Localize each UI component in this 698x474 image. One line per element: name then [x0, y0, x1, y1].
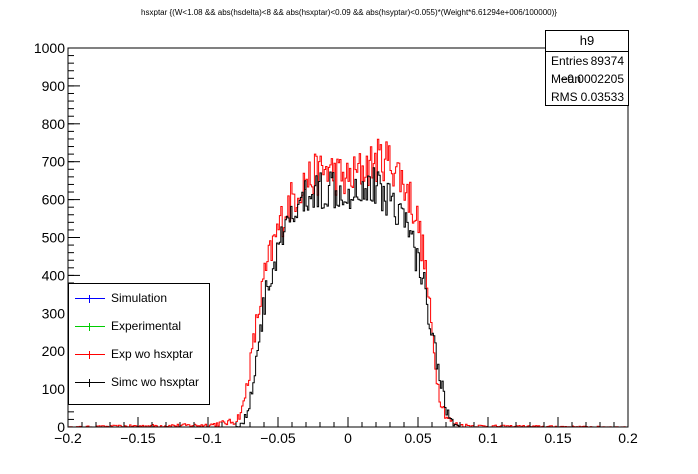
y-tick-label: 700: [42, 154, 66, 170]
x-tick-label: −0.05: [260, 430, 296, 446]
legend-label: Exp wo hsxptar: [111, 347, 194, 361]
x-tick-label: −0.1: [194, 430, 222, 446]
y-tick-label: 800: [42, 116, 66, 132]
stats-rms-value: 0.03533: [580, 90, 624, 104]
legend-item-exp-wo-hsxptar: Exp wo hsxptar: [69, 340, 209, 368]
legend-item-simc-wo-hsxptar: Simc wo hsxptar: [69, 368, 209, 396]
y-tick-label: 300: [42, 305, 66, 321]
legend-label: Simulation: [111, 291, 168, 305]
x-tick-label: 0.1: [478, 430, 498, 446]
legend: Simulation Experimental Exp wo hsxptar S…: [68, 283, 210, 405]
series-simc-wo-hsxptar: [68, 167, 628, 428]
stats-rms-row: RMS 0.03533: [546, 88, 628, 106]
y-tick-label: 500: [42, 230, 66, 246]
y-tick-label: 100: [42, 381, 66, 397]
legend-swatch: [75, 295, 105, 303]
y-tick-label: 0: [57, 419, 65, 435]
legend-label: Simc wo hsxptar: [111, 375, 200, 389]
x-tick-label: 0.2: [618, 430, 638, 446]
stats-mean-label: Mean: [551, 72, 582, 86]
x-tick-label: 0.05: [404, 430, 431, 446]
stats-mean-row: Mean −0.0002205: [546, 70, 628, 88]
stats-entries-label: Entries: [551, 54, 589, 68]
stats-box: h9 Entries 89374 Mean −0.0002205 RMS 0.0…: [545, 30, 629, 106]
stats-entries-value: 89374: [590, 54, 624, 68]
stats-name: h9: [546, 31, 628, 52]
legend-item-experimental: Experimental: [69, 312, 209, 340]
x-tick-label: −0.15: [120, 430, 156, 446]
stats-mean-value: −0.0002205: [560, 72, 624, 86]
y-tick-label: 400: [42, 267, 66, 283]
y-tick-label: 900: [42, 78, 66, 94]
stats-entries-row: Entries 89374: [546, 52, 628, 70]
legend-swatch: [75, 379, 105, 387]
x-tick-label: −0.2: [54, 430, 82, 446]
y-tick-label: 1000: [34, 40, 65, 56]
legend-label: Experimental: [111, 319, 182, 333]
x-tick-label: 0: [344, 430, 352, 446]
legend-item-simulation: Simulation: [69, 284, 209, 312]
x-tick-label: 0.15: [544, 430, 571, 446]
y-tick-label: 200: [42, 343, 66, 359]
y-tick-label: 600: [42, 192, 66, 208]
legend-swatch: [75, 351, 105, 359]
stats-rms-label: RMS: [551, 90, 578, 104]
legend-swatch: [75, 323, 105, 331]
plot-title: hsxptar {(W<1.08 && abs(hsdelta)<8 && ab…: [141, 8, 557, 17]
